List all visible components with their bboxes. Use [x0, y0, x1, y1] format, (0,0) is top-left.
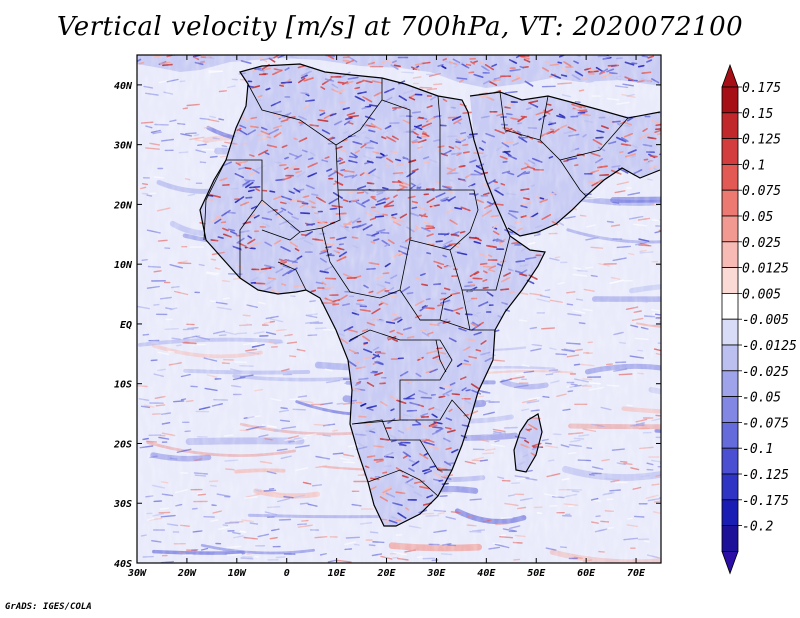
colorbar-label: -0.125 [742, 468, 789, 483]
colorbar-label: -0.0125 [742, 339, 797, 354]
colorbar-label: -0.1 [742, 442, 773, 457]
colorbar-label: -0.175 [742, 494, 789, 509]
colorbar-label: -0.005 [742, 313, 789, 328]
lon-tick-label: 40E [477, 568, 496, 579]
colorbar-swatch [721, 86, 739, 114]
lon-tick-label: 20W [177, 568, 197, 579]
map-field [137, 55, 661, 563]
colorbar-bottom-arrow [721, 551, 739, 575]
colorbar-swatch [721, 525, 739, 552]
colorbar-swatch [721, 344, 739, 372]
velocity-speckle [660, 462, 661, 465]
lon-tick-label: 10E [328, 568, 347, 579]
colorbar-swatch [721, 370, 739, 397]
lat-tick-label: 20S [113, 439, 132, 450]
lon-tick-label: 70E [627, 568, 646, 579]
colorbar-label: -0.025 [742, 365, 789, 380]
colorbar-label: 0.175 [742, 81, 781, 96]
velocity-speckle [659, 219, 661, 222]
colorbar-swatch [721, 499, 739, 526]
lon-tick-label: 30E [426, 568, 446, 579]
plot-title: Vertical velocity [m/s] at 700hPa, VT: 2… [56, 12, 744, 42]
lon-tick-label: 10W [228, 568, 247, 579]
colorbar-label: 0.005 [742, 287, 781, 302]
field-texture [137, 55, 661, 563]
colorbar-label: 0.075 [742, 184, 781, 199]
country-borders [199, 63, 661, 527]
colorbar-swatch [721, 267, 739, 294]
colorbar-swatch [721, 447, 739, 475]
colorbar-label: 0.05 [742, 210, 773, 225]
lat-tick-label: EQ [120, 320, 132, 331]
colorbar-swatch [721, 473, 739, 501]
colorbar-swatch [721, 396, 739, 423]
colorbar-label: -0.05 [742, 391, 781, 406]
colorbar-label: 0.1 [742, 158, 765, 173]
lon-tick-label: 0 [284, 568, 290, 579]
colorbar-swatch [721, 215, 739, 243]
colorbar-label: -0.075 [742, 416, 789, 431]
colorbar-label: 0.0125 [742, 262, 789, 277]
colorbar-swatch [721, 163, 739, 191]
lon-tick-label: 20E [376, 568, 396, 579]
colorbar-swatch [721, 421, 739, 449]
colorbar-swatch [721, 112, 739, 140]
map-axes: 30W 20W 10W 0 10E 20E 30E 40E 50E 60E 70E 40N 30N 20N… [113, 55, 661, 579]
colorbar: 0.175 0.15 0.125 0.1 0.075 0.05 0.025 0.0125 0.0… [721, 63, 797, 575]
colorbar-label: -0.2 [742, 520, 773, 535]
colorbar-label: 0.025 [742, 236, 781, 251]
colorbar-swatch [721, 318, 739, 346]
lat-tick-label: 10N [114, 260, 133, 271]
lat-tick-label: 30N [113, 141, 133, 152]
velocity-speckle [660, 188, 661, 191]
colorbar-swatch [721, 189, 739, 217]
lat-tick-label: 30S [113, 499, 132, 510]
plot-frame [136, 54, 662, 564]
lat-tick-label: 10S [114, 380, 132, 391]
lat-tick-label: 20N [113, 200, 133, 211]
lon-tick-label: 30W [127, 568, 147, 579]
lon-tick-label: 50E [527, 568, 546, 579]
colorbar-swatch [721, 241, 739, 269]
credit-label: GrADS: IGES/COLA [5, 602, 92, 612]
colorbar-swatch [721, 292, 739, 320]
lat-tick-label: 40N [114, 81, 133, 92]
colorbar-swatch [721, 138, 739, 165]
lon-tick-label: 60E [577, 568, 596, 579]
colorbar-label: 0.15 [742, 107, 773, 122]
lat-tick-label: 40S [114, 559, 132, 570]
colorbar-label: 0.125 [742, 133, 781, 148]
colorbar-top-arrow [721, 63, 739, 88]
